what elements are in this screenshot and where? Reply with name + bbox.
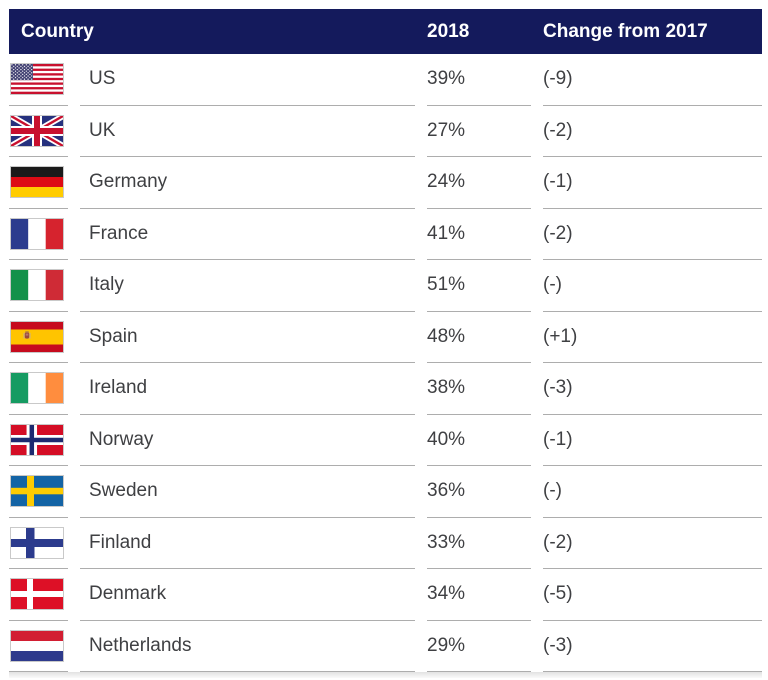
table-row-spain: Spain 48% (+1)	[9, 312, 762, 363]
table-row-us: US 39% (-9)	[9, 54, 762, 106]
flag-cell	[9, 209, 68, 260]
table-row-netherlands: Netherlands 29% (-3)	[9, 621, 762, 672]
flag-cell	[9, 260, 68, 312]
norway-flag-icon	[10, 423, 64, 456]
ireland-flag-icon	[10, 372, 64, 405]
table-row-sweden: Sweden 36% (-)	[9, 466, 762, 518]
value-2018: 24%	[427, 157, 531, 209]
table-row-ireland: Ireland 38% (-3)	[9, 363, 762, 415]
country-name: France	[80, 209, 415, 260]
change-from-2017: (-9)	[543, 54, 762, 106]
table-row-france: France 41% (-2)	[9, 209, 762, 260]
value-2018: 34%	[427, 569, 531, 621]
value-2018: 41%	[427, 209, 531, 260]
flag-cell	[9, 54, 68, 106]
change-from-2017: (-)	[543, 260, 762, 312]
change-from-2017: (-3)	[543, 621, 762, 672]
italy-flag-icon	[10, 269, 64, 302]
country-name: US	[80, 54, 415, 106]
table-row-germany: Germany 24% (-1)	[9, 157, 762, 209]
country-name: UK	[80, 106, 415, 157]
change-from-2017: (-2)	[543, 518, 762, 569]
country-name: Spain	[80, 312, 415, 363]
change-from-2017: (-)	[543, 466, 762, 518]
flag-cell	[9, 621, 68, 672]
table-bottom-shadow	[9, 672, 762, 678]
country-name: Denmark	[80, 569, 415, 621]
header-change-from-2017: Change from 2017	[543, 20, 708, 42]
value-2018: 33%	[427, 518, 531, 569]
value-2018: 27%	[427, 106, 531, 157]
country-data-table: Country 2018 Change from 2017	[9, 9, 762, 678]
change-from-2017: (-2)	[543, 106, 762, 157]
flag-cell	[9, 363, 68, 415]
spain-flag-icon	[10, 320, 64, 353]
country-name: Sweden	[80, 466, 415, 518]
country-name: Ireland	[80, 363, 415, 415]
denmark-flag-icon	[10, 578, 64, 611]
flag-cell	[9, 312, 68, 363]
table-row-denmark: Denmark 34% (-5)	[9, 569, 762, 621]
flag-cell	[9, 415, 68, 466]
flag-cell	[9, 569, 68, 621]
country-name: Italy	[80, 260, 415, 312]
france-flag-icon	[10, 217, 64, 250]
value-2018: 40%	[427, 415, 531, 466]
change-from-2017: (+1)	[543, 312, 762, 363]
table-row-finland: Finland 33% (-2)	[9, 518, 762, 569]
change-from-2017: (-3)	[543, 363, 762, 415]
value-2018: 29%	[427, 621, 531, 672]
finland-flag-icon	[10, 526, 64, 559]
uk-flag-icon	[10, 114, 64, 147]
change-from-2017: (-1)	[543, 157, 762, 209]
sweden-flag-icon	[10, 475, 64, 508]
country-name: Netherlands	[80, 621, 415, 672]
flag-cell	[9, 466, 68, 518]
country-name: Norway	[80, 415, 415, 466]
value-2018: 48%	[427, 312, 531, 363]
value-2018: 39%	[427, 54, 531, 106]
germany-flag-icon	[10, 166, 64, 199]
netherlands-flag-icon	[10, 629, 64, 662]
flag-cell	[9, 157, 68, 209]
flag-cell	[9, 106, 68, 157]
header-2018: 2018	[427, 20, 470, 42]
value-2018: 36%	[427, 466, 531, 518]
us-flag-icon	[10, 63, 64, 96]
change-from-2017: (-5)	[543, 569, 762, 621]
header-country: Country	[21, 20, 94, 42]
value-2018: 51%	[427, 260, 531, 312]
table-row-italy: Italy 51% (-)	[9, 260, 762, 312]
change-from-2017: (-2)	[543, 209, 762, 260]
table-row-uk: UK 27% (-2)	[9, 106, 762, 157]
table-row-norway: Norway 40% (-1)	[9, 415, 762, 466]
flag-cell	[9, 518, 68, 569]
change-from-2017: (-1)	[543, 415, 762, 466]
country-name: Germany	[80, 157, 415, 209]
country-name: Finland	[80, 518, 415, 569]
table-header: Country 2018 Change from 2017	[9, 9, 762, 54]
value-2018: 38%	[427, 363, 531, 415]
